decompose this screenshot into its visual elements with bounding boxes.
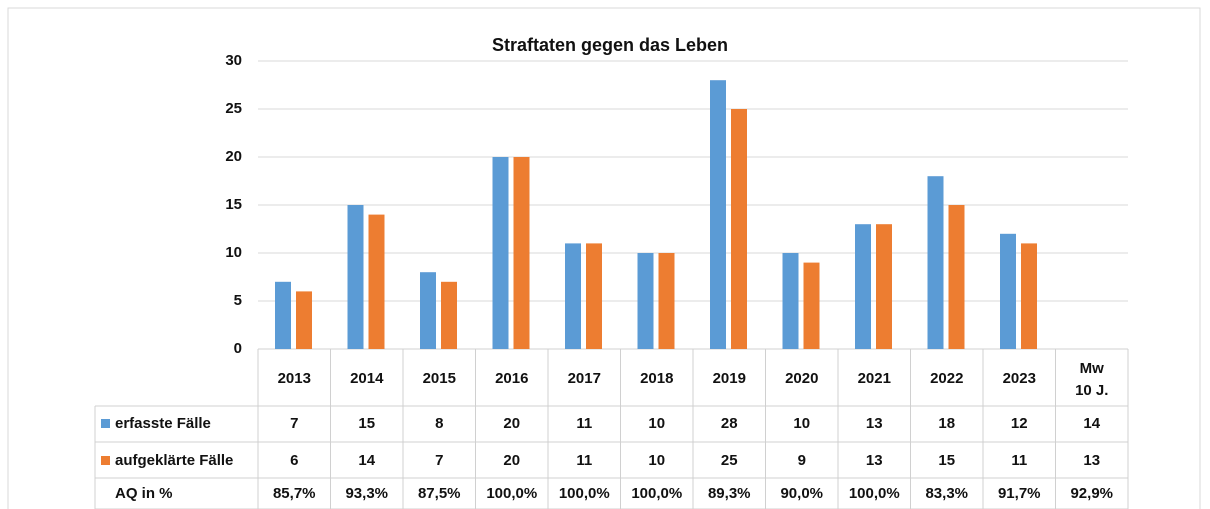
x-tick-label: 2018 — [640, 370, 673, 387]
table-value: 12 — [1011, 415, 1028, 432]
x-tick-label: 2023 — [1003, 370, 1036, 387]
bar — [492, 157, 509, 349]
table-value: 13 — [1083, 452, 1100, 469]
table-value: 8 — [435, 415, 443, 432]
bar — [876, 224, 892, 349]
table-value: 100,0% — [559, 485, 610, 502]
table-value: 15 — [938, 452, 955, 469]
table-value: 20 — [503, 415, 520, 432]
bar — [420, 272, 436, 349]
table-value: 14 — [358, 452, 375, 469]
y-tick-label: 25 — [225, 100, 242, 117]
table-value: 100,0% — [849, 485, 900, 502]
x-tick-label: 2020 — [785, 370, 818, 387]
x-tick-label: 2022 — [930, 370, 963, 387]
bar — [586, 243, 602, 349]
legend-swatch — [101, 419, 110, 428]
bar — [1021, 243, 1037, 349]
table-value: 7 — [290, 415, 298, 432]
x-tick-label: 10 J. — [1075, 382, 1108, 399]
bar — [731, 109, 747, 349]
table-value: 7 — [435, 452, 443, 469]
bar — [658, 253, 675, 349]
legend-label: erfasste Fälle — [115, 415, 211, 432]
table-value: 9 — [798, 452, 806, 469]
table-value: 13 — [866, 452, 883, 469]
table-value: 83,3% — [925, 485, 968, 502]
table-value: 10 — [648, 415, 665, 432]
table-value: 85,7% — [273, 485, 316, 502]
table-value: 11 — [1011, 452, 1027, 469]
table-value: 14 — [1083, 415, 1100, 432]
x-tick-label: Mw — [1080, 360, 1104, 377]
bar — [347, 205, 364, 349]
bar — [948, 205, 965, 349]
bar — [855, 224, 871, 349]
bar — [275, 281, 291, 349]
table-value: 91,7% — [998, 485, 1041, 502]
table-value: 6 — [290, 452, 298, 469]
bar — [565, 243, 581, 349]
table-value: 100,0% — [486, 485, 537, 502]
table-value: 89,3% — [708, 485, 751, 502]
bar — [637, 253, 654, 349]
bar — [368, 214, 385, 349]
bar — [927, 176, 944, 349]
x-tick-label: 2021 — [858, 370, 891, 387]
table-value: 100,0% — [631, 485, 682, 502]
table-value: 11 — [576, 415, 592, 432]
table-value: 18 — [938, 415, 955, 432]
bar — [296, 291, 312, 349]
x-tick-label: 2016 — [495, 370, 528, 387]
table-value: 90,0% — [780, 485, 823, 502]
y-tick-label: 30 — [225, 52, 242, 69]
chart-title: Straftaten gegen das Leben — [492, 35, 728, 55]
bar — [710, 80, 726, 349]
legend-swatch — [101, 456, 110, 465]
table-value: 15 — [358, 415, 375, 432]
legend-label: aufgeklärte Fälle — [115, 452, 233, 469]
x-tick-label: 2019 — [713, 370, 746, 387]
y-tick-label: 5 — [234, 292, 242, 309]
bar — [513, 157, 530, 349]
table-value: 25 — [721, 452, 738, 469]
x-tick-label: 2015 — [423, 370, 456, 387]
table-value: 13 — [866, 415, 883, 432]
table-value: 10 — [793, 415, 810, 432]
row-label: AQ in % — [115, 485, 173, 502]
bar — [782, 253, 799, 349]
bar — [803, 262, 820, 349]
table-value: 28 — [721, 415, 738, 432]
table-value: 87,5% — [418, 485, 461, 502]
table-value: 20 — [503, 452, 520, 469]
table-value: 93,3% — [345, 485, 388, 502]
y-tick-label: 20 — [225, 148, 242, 165]
table-value: 92,9% — [1070, 485, 1113, 502]
table-value: 11 — [576, 452, 592, 469]
y-tick-label: 15 — [225, 196, 242, 213]
bar — [1000, 233, 1016, 349]
table-value: 10 — [648, 452, 665, 469]
x-tick-label: 2014 — [350, 370, 384, 387]
bar — [441, 281, 457, 349]
y-tick-label: 0 — [234, 340, 242, 357]
x-tick-label: 2013 — [278, 370, 311, 387]
x-tick-label: 2017 — [568, 370, 601, 387]
y-tick-label: 10 — [225, 244, 242, 261]
